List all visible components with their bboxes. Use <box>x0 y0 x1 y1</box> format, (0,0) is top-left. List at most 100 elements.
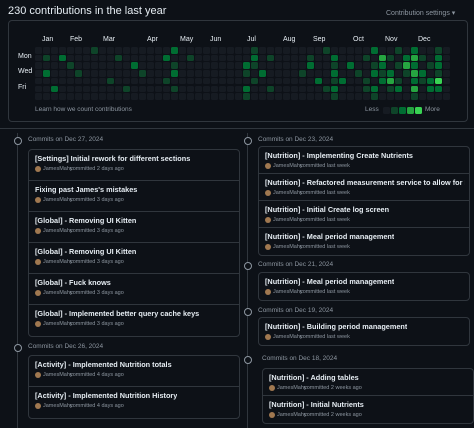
avatar <box>265 190 271 196</box>
contribution-cell <box>379 62 386 69</box>
avatar <box>265 289 271 295</box>
contribution-cell <box>267 85 274 92</box>
contribution-cell <box>291 77 298 85</box>
learn-link[interactable]: Learn how we count contributions <box>35 106 132 113</box>
contribution-cell <box>339 85 346 92</box>
commit-title[interactable]: [Nutrition] - Initial Create log screen <box>265 205 390 214</box>
contribution-cell <box>99 54 106 62</box>
contribution-cell <box>195 85 202 92</box>
contribution-cell <box>435 77 442 85</box>
commit-time: committed 3 days ago <box>70 259 124 265</box>
contribution-cell <box>203 93 210 100</box>
commit-title[interactable]: [Global] - Implemented better query cach… <box>35 309 200 318</box>
contribution-cell <box>51 77 58 85</box>
contribution-cell <box>323 93 330 100</box>
commit-title[interactable]: [Global] - Fuck knows <box>35 278 111 287</box>
commit-date: Commits on Dec 26, 2024 <box>28 343 104 350</box>
contribution-cell <box>179 47 186 54</box>
contribution-cell <box>283 54 290 62</box>
commit-title[interactable]: [Nutrition] - Implementing Create Nutrie… <box>265 151 413 160</box>
contribution-cell <box>67 93 74 100</box>
commit-title[interactable]: [Global] - Removing UI Kitten <box>35 216 137 225</box>
contribution-cell <box>107 77 114 85</box>
contribution-cell <box>347 77 354 85</box>
commit-author: JamesMahy <box>43 166 73 172</box>
commit-title[interactable]: [Settings] Initial rework for different … <box>35 154 191 163</box>
commit-title[interactable]: [Nutrition] - Meal period management <box>265 277 395 286</box>
contribution-cell <box>163 77 170 85</box>
day-label: Mon <box>18 53 32 60</box>
commit-author: JamesMahy <box>273 244 303 250</box>
commit-title[interactable]: [Nutrition] - Building period management <box>265 322 408 331</box>
contribution-cell <box>363 47 370 54</box>
contribution-cell <box>291 62 298 69</box>
commit-title[interactable]: [Activity] - Implemented Nutrition total… <box>35 360 172 369</box>
contribution-cell <box>227 62 234 69</box>
contribution-cell <box>259 85 266 92</box>
commit-separator <box>259 200 469 201</box>
contribution-cell <box>307 93 314 100</box>
commit-title[interactable]: [Nutrition] - Refactored measurement ser… <box>265 178 465 187</box>
contribution-cell <box>435 70 442 77</box>
contribution-cell <box>267 93 274 100</box>
commit-title[interactable]: [Global] - Removing UI Kitten <box>35 247 137 256</box>
commit-time: committed 2 days ago <box>70 166 124 172</box>
contribution-cell <box>83 54 90 62</box>
contribution-cell <box>123 54 130 62</box>
contribution-cell <box>387 47 394 54</box>
contribution-cell <box>139 77 146 85</box>
contribution-settings[interactable]: Contribution settings ▾ <box>386 10 456 17</box>
contribution-cell <box>299 47 306 54</box>
contribution-cell <box>379 93 386 100</box>
contribution-cell <box>307 62 314 69</box>
contribution-cell <box>443 85 450 92</box>
contribution-cell <box>387 54 394 62</box>
contribution-cell <box>379 54 386 62</box>
contribution-cell <box>171 70 178 77</box>
contribution-cell <box>35 85 42 92</box>
contribution-cell <box>363 62 370 69</box>
contribution-cell <box>171 62 178 69</box>
contribution-cell <box>371 77 378 85</box>
contribution-cell <box>43 93 50 100</box>
contribution-cell <box>339 70 346 77</box>
contribution-cell <box>195 70 202 77</box>
contribution-cell <box>243 93 250 100</box>
commit-title[interactable]: [Nutrition] - Adding tables <box>269 373 359 382</box>
legend-swatch <box>399 107 406 114</box>
contribution-cell <box>243 47 250 54</box>
contribution-cell <box>67 62 74 69</box>
contribution-cell <box>91 70 98 77</box>
contribution-cell <box>211 77 218 85</box>
legend-swatch <box>383 107 390 114</box>
contribution-cell <box>347 47 354 54</box>
contribution-cell <box>403 70 410 77</box>
month-label: Apr <box>147 36 158 43</box>
contribution-cell <box>267 54 274 62</box>
contribution-cell <box>387 85 394 92</box>
commit-date: Commits on Dec 23, 2024 <box>258 136 334 143</box>
month-label: Sep <box>313 36 326 43</box>
commit-author: JamesMahy <box>273 217 303 223</box>
contribution-cell <box>211 70 218 77</box>
commit-author: JamesMahy <box>273 163 303 169</box>
contribution-cell <box>75 77 82 85</box>
contribution-cell <box>59 62 66 69</box>
day-label: Fri <box>18 83 27 91</box>
commit-icon <box>14 344 22 352</box>
commit-title[interactable]: [Nutrition] - Initial Nutrients <box>269 400 364 409</box>
contribution-cell <box>395 47 402 54</box>
contribution-cell <box>147 70 154 77</box>
commit-time: committed 2 weeks ago <box>304 385 362 391</box>
commit-title[interactable]: [Activity] - Implemented Nutrition Histo… <box>35 391 178 400</box>
commit-time: committed 3 days ago <box>70 228 124 234</box>
contribution-cell <box>163 85 170 92</box>
contribution-cell <box>371 93 378 100</box>
contribution-cell <box>107 85 114 92</box>
contribution-cell <box>379 77 386 85</box>
contribution-cell <box>315 85 322 92</box>
contribution-cell <box>403 47 410 54</box>
commit-title[interactable]: Fixing past James's mistakes <box>35 185 138 194</box>
contribution-cell <box>43 47 50 54</box>
commit-title[interactable]: [Nutrition] - Meal period management <box>265 232 395 241</box>
